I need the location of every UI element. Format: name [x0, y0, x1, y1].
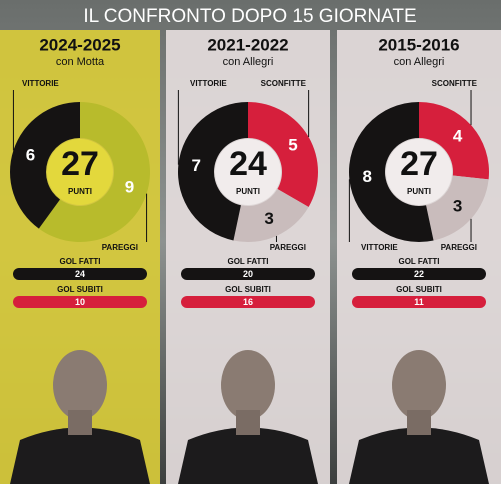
stat-value: 16 — [243, 297, 253, 307]
slice-value: 4 — [453, 127, 463, 146]
slice-label: VITTORIE — [361, 243, 398, 252]
slice-value: 9 — [125, 178, 134, 197]
stat-value: 20 — [243, 269, 253, 279]
center-label: PUNTI — [407, 187, 431, 196]
donut-slice — [233, 189, 309, 242]
stat-label: GOL FATTI — [227, 257, 268, 266]
slice-value: 5 — [288, 135, 297, 154]
stat-bar — [352, 268, 486, 280]
stat-value: 10 — [75, 297, 85, 307]
column-title: 2015-2016 — [378, 35, 459, 54]
stat-bar — [181, 268, 315, 280]
donut-slice — [248, 102, 318, 207]
stat-value: 22 — [414, 269, 424, 279]
stat-bar — [352, 296, 486, 308]
slice-value: 3 — [453, 196, 462, 215]
slice-value: 8 — [363, 167, 372, 186]
slice-label: PAREGGI — [441, 243, 477, 252]
slice-label: VITTORIE — [22, 79, 59, 88]
stat-value: 11 — [414, 297, 424, 307]
portrait-head — [392, 350, 446, 420]
stat-label: GOL SUBITI — [396, 285, 442, 294]
portrait — [349, 427, 489, 484]
stat-label: GOL FATTI — [59, 257, 100, 266]
portrait-head — [221, 350, 275, 420]
center-value: 27 — [400, 145, 438, 183]
donut-center — [47, 139, 113, 205]
donut-slice — [426, 175, 489, 241]
donut-slice — [349, 102, 434, 242]
portrait-neck — [236, 410, 260, 435]
portrait-head — [53, 350, 107, 420]
donut-slice — [9, 102, 81, 229]
column-title: 2021-2022 — [207, 35, 288, 54]
donut-center — [386, 139, 452, 205]
center-value: 24 — [229, 145, 267, 183]
donut-center — [215, 139, 281, 205]
portrait-neck — [68, 410, 92, 435]
slice-label: PAREGGI — [270, 243, 306, 252]
slice-value: 6 — [26, 145, 35, 164]
slice-label: SCONFITTE — [261, 79, 307, 88]
column-subtitle: con Allegri — [223, 56, 274, 68]
center-label: PUNTI — [68, 187, 92, 196]
stat-label: GOL FATTI — [398, 257, 439, 266]
center-value: 27 — [61, 145, 99, 183]
slice-label: VITTORIE — [190, 79, 227, 88]
page-title: IL CONFRONTO DOPO 15 GIORNATE — [83, 6, 416, 27]
portrait — [178, 427, 318, 484]
stat-value: 24 — [75, 269, 85, 279]
stat-label: GOL SUBITI — [225, 285, 271, 294]
slice-label: PAREGGI — [102, 243, 138, 252]
stat-bar — [181, 296, 315, 308]
donut-slice — [177, 102, 248, 241]
column-subtitle: con Motta — [56, 56, 105, 68]
donut-slice — [38, 102, 150, 242]
stat-label: GOL SUBITI — [57, 285, 103, 294]
column-title: 2024-2025 — [39, 35, 120, 54]
stat-bar — [13, 268, 147, 280]
stat-bar — [13, 296, 147, 308]
center-label: PUNTI — [236, 187, 260, 196]
slice-value: 7 — [192, 156, 201, 175]
portrait-neck — [407, 410, 431, 435]
slice-value: 3 — [264, 209, 273, 228]
donut-slice — [419, 102, 490, 180]
column-subtitle: con Allegri — [394, 56, 445, 68]
slice-label: SCONFITTE — [432, 79, 478, 88]
portrait — [10, 427, 150, 484]
